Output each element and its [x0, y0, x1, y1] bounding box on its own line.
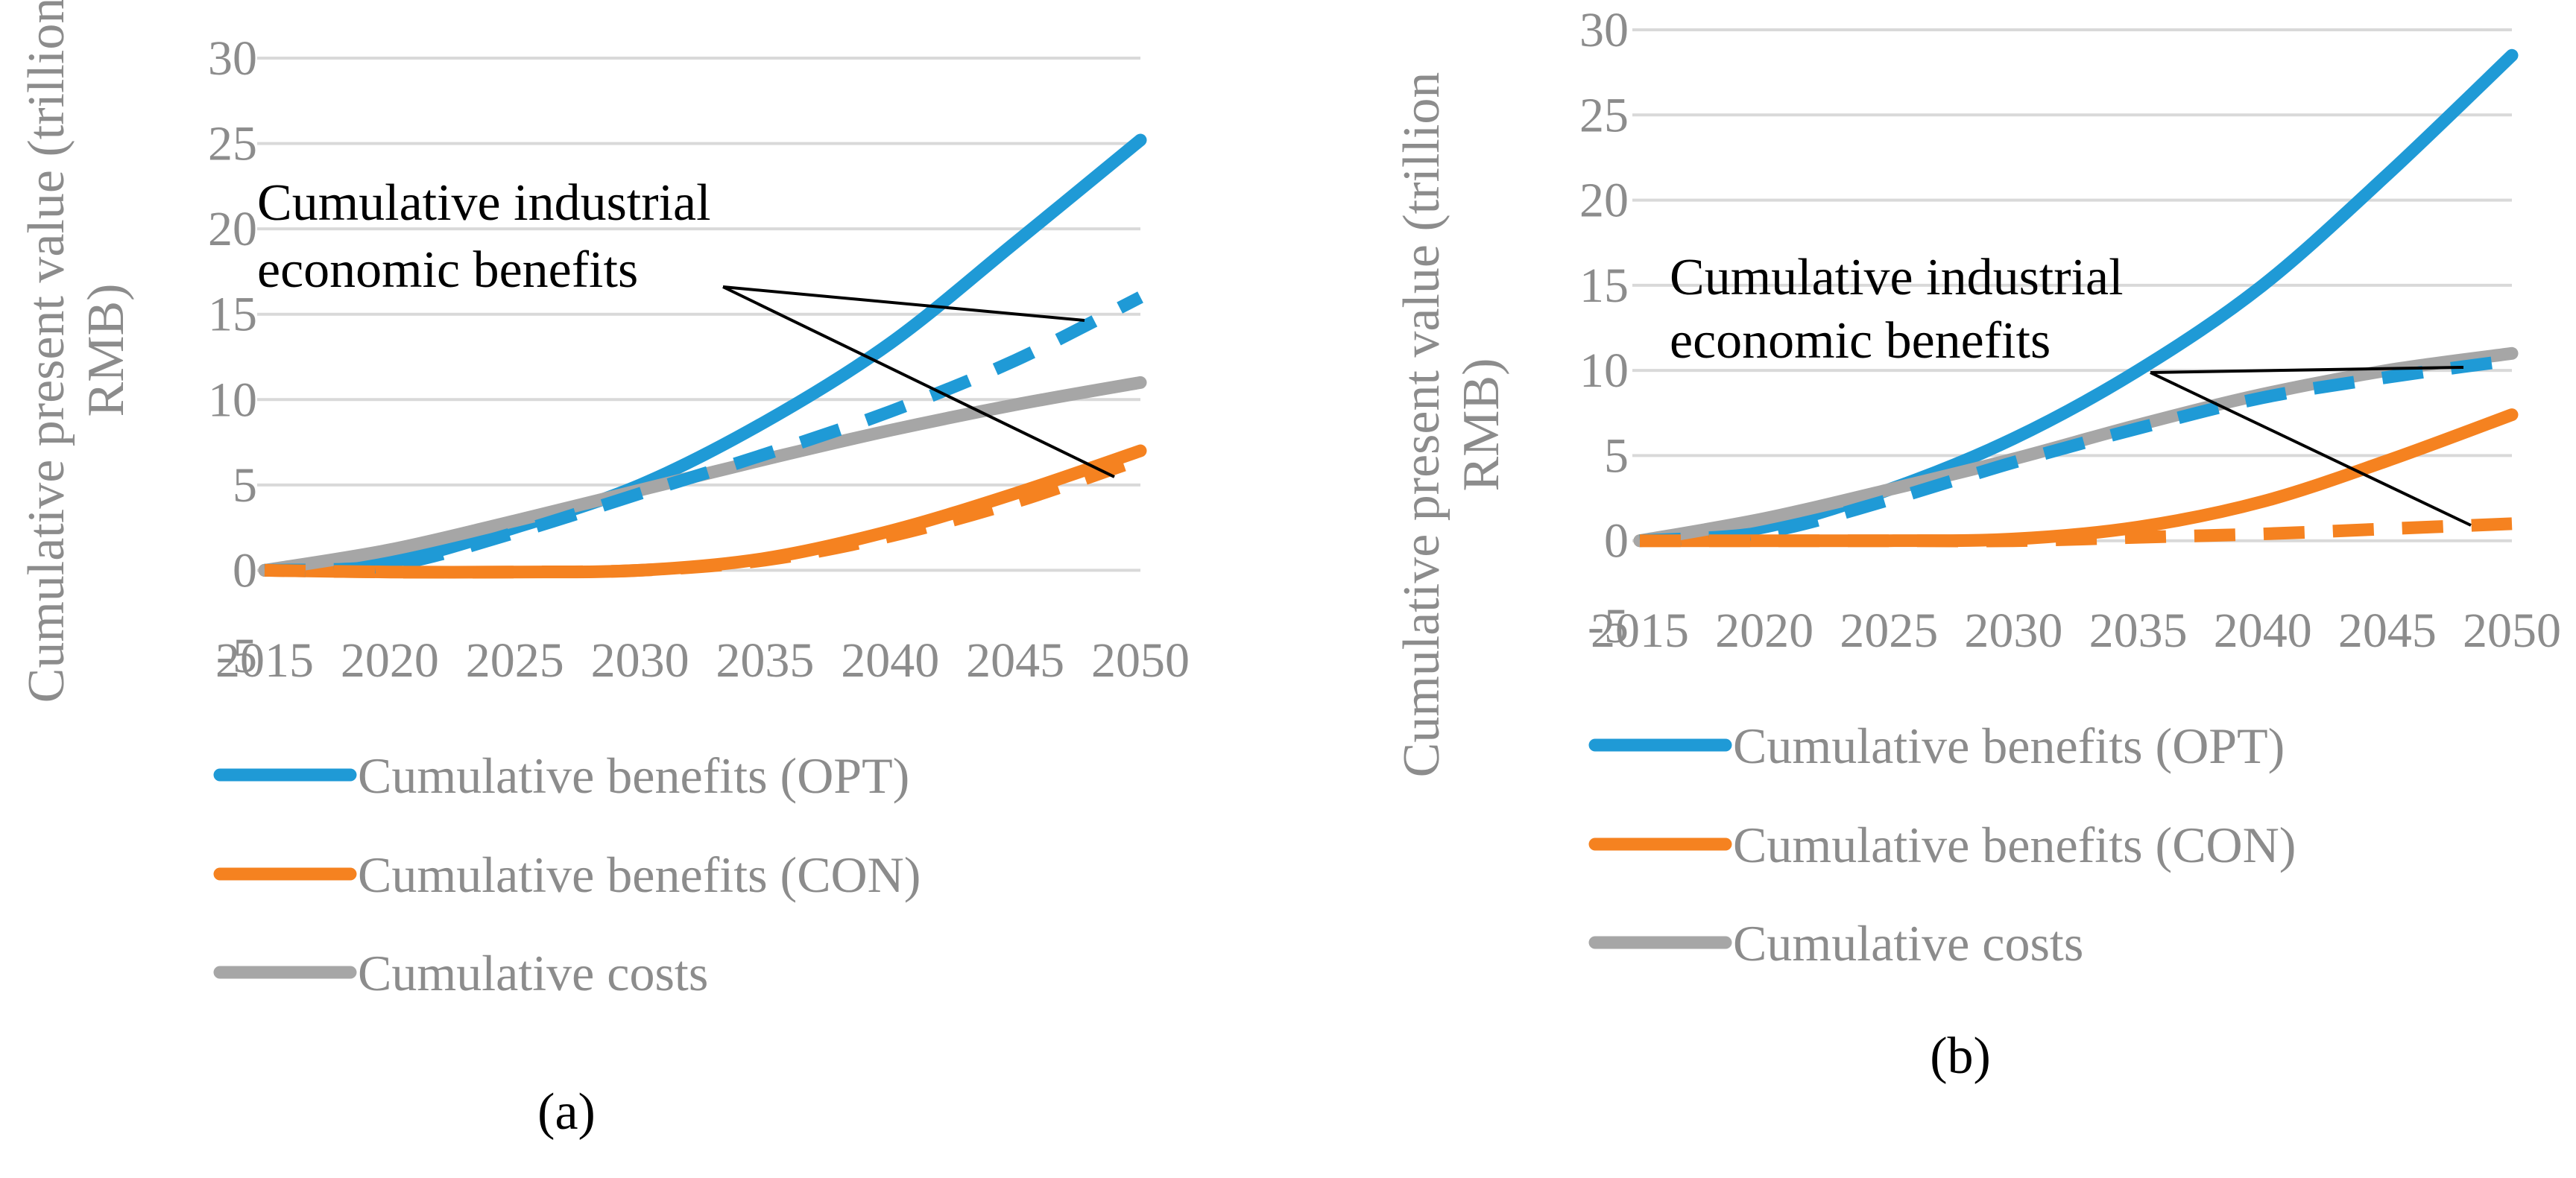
y-tick-label: 15 [208, 288, 257, 342]
x-tick-label: 2035 [2089, 604, 2188, 658]
legend-entry: Cumulative benefits (CON) [1733, 817, 2296, 873]
y-tick-label: 5 [1604, 428, 1629, 483]
x-tick-label: 2045 [966, 633, 1064, 688]
annotation-leader-line [722, 285, 1115, 478]
annotation-text: Cumulative industrial [1670, 249, 2124, 306]
y-tick-label: 15 [1579, 259, 1629, 313]
series-line-opt-industrial [1639, 353, 2513, 548]
panel-label: (a) [537, 1083, 596, 1141]
y-tick-label: 10 [1579, 343, 1629, 398]
x-tick-label: 2035 [716, 633, 814, 688]
x-tick-label: 2030 [591, 633, 689, 688]
annotation-leader-line [722, 285, 1085, 322]
y-tick-label: 30 [208, 31, 257, 86]
y-tick-label: 0 [1604, 514, 1629, 569]
annotation-text: economic benefits [257, 241, 638, 299]
legend-entry: Cumulative benefits (CON) [358, 846, 921, 903]
y-tick-label: 20 [1579, 174, 1629, 228]
y-tick-label: 10 [208, 373, 257, 427]
legend-entry: Cumulative costs [1733, 915, 2083, 972]
x-tick-label: 2015 [1591, 604, 1689, 658]
x-tick-label: 2030 [1964, 604, 2062, 658]
x-tick-label: 2040 [2214, 604, 2312, 658]
series-line-con-industrial [264, 453, 1143, 579]
annotation-leader-line [2150, 366, 2464, 374]
y-tick-label: 5 [233, 458, 257, 513]
annotation-leader-line [2150, 371, 2472, 527]
x-tick-label: 2015 [215, 633, 314, 688]
x-tick-label: 2050 [2463, 604, 2561, 658]
y-tick-label: 25 [208, 117, 257, 171]
y-axis-label: RMB) [78, 284, 135, 417]
legend-entry: Cumulative benefits (OPT) [358, 747, 909, 804]
legend-entry: Cumulative benefits (OPT) [1733, 718, 2285, 774]
x-tick-label: 2050 [1091, 633, 1190, 688]
x-tick-label: 2020 [1715, 604, 1813, 658]
y-tick-label: 30 [1579, 3, 1629, 57]
annotation-text: Cumulative industrial [257, 174, 711, 232]
y-axis-label: Cumulative present value (trillion [1393, 72, 1450, 778]
annotation-text: economic benefits [1670, 312, 2051, 370]
series-line-opt-industrial [264, 291, 1143, 577]
y-tick-label: 20 [208, 202, 257, 256]
x-tick-label: 2025 [466, 633, 564, 688]
series-line-con-industrial [1639, 517, 2513, 548]
legend-entry: Cumulative costs [358, 945, 708, 1001]
x-tick-label: 2045 [2338, 604, 2437, 658]
y-tick-label: 0 [233, 543, 257, 598]
x-tick-label: 2020 [341, 633, 439, 688]
y-axis-label: Cumulative present value (trillion [18, 0, 75, 703]
y-tick-label: -5 [216, 629, 257, 683]
x-tick-label: 2025 [1840, 604, 1938, 658]
y-tick-label: -5 [1588, 599, 1629, 653]
y-tick-label: 25 [1579, 88, 1629, 142]
y-axis-label: RMB) [1453, 358, 1510, 492]
panel-label: (b) [1930, 1027, 1991, 1085]
x-tick-label: 2040 [841, 633, 939, 688]
